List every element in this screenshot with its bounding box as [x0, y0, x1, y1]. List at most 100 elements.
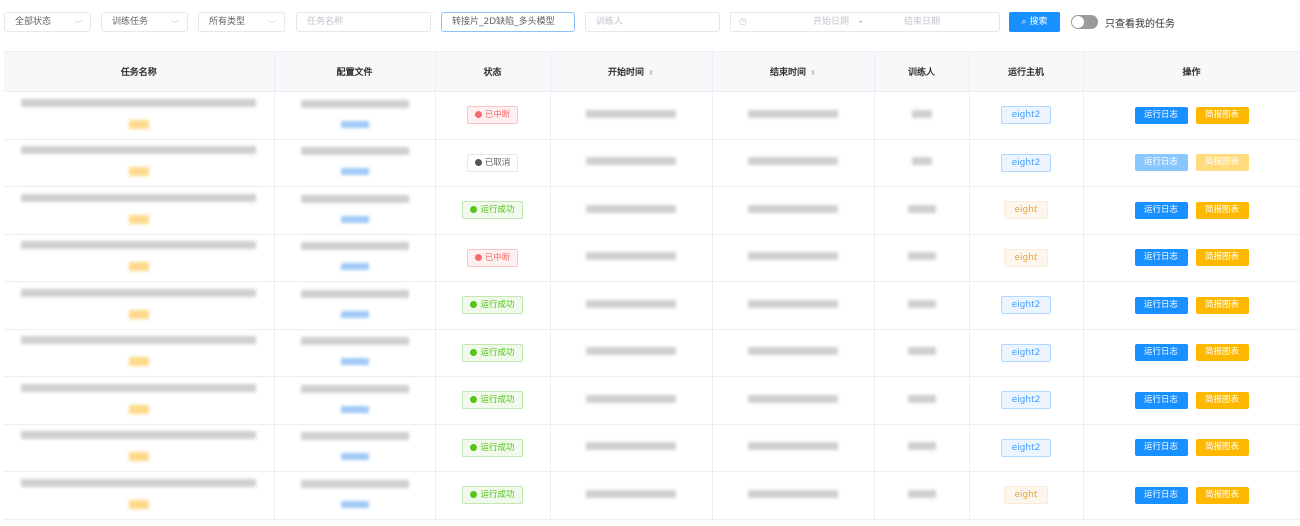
- end-date-input[interactable]: 结束日期: [904, 17, 941, 27]
- date-range-picker[interactable]: ◷ 开始日期 - 结束日期: [730, 12, 1000, 32]
- redacted-text: [21, 193, 257, 202]
- host-tag: eight2: [1000, 106, 1052, 125]
- redacted-text: [340, 500, 369, 508]
- redacted-text: [128, 214, 149, 224]
- sort-icon[interactable]: ⬍: [810, 69, 816, 77]
- redacted-text: [586, 489, 676, 498]
- run-log-button[interactable]: 运行日志: [1134, 344, 1188, 362]
- host-tag: eight2: [1000, 296, 1052, 315]
- status-cell: 运行成功: [435, 376, 551, 425]
- sort-icon[interactable]: ⬍: [648, 69, 654, 77]
- redacted-text: [340, 358, 369, 366]
- table-row: 运行成功 eight 运行日志 简报图表: [4, 471, 1300, 520]
- start-time-cell: [550, 471, 713, 520]
- host-cell: eight2: [969, 281, 1084, 330]
- model-input[interactable]: 转接片_2D缺陷_多头模型: [441, 12, 575, 32]
- column-header: 状态: [435, 51, 551, 92]
- redacted-text: [300, 384, 409, 393]
- actions-cell: 运行日志 简报图表: [1083, 329, 1300, 377]
- config-cell: [274, 91, 436, 140]
- start-date-input[interactable]: 开始日期: [813, 17, 850, 27]
- report-chart-button[interactable]: 简报图表: [1195, 201, 1249, 219]
- search-button[interactable]: ⌕ 搜索: [1009, 12, 1060, 32]
- table-row: 已取消 eight2 运行日志 简报图表: [4, 139, 1300, 187]
- redacted-text: [21, 146, 257, 155]
- task-name-cell: [4, 329, 275, 377]
- end-time-cell: [712, 234, 875, 282]
- filter-bar: 全部状态 ﹀ 训练任务 ﹀ 所有类型 ﹀ 任务名称 转接片_2D缺陷_多头模型 训练人…: [0, 12, 1300, 32]
- status-select[interactable]: 全部状态 ﹀: [4, 12, 91, 32]
- task-name-cell: [4, 139, 275, 187]
- task-kind-select[interactable]: 训练任务 ﹀: [101, 12, 188, 32]
- redacted-text: [128, 167, 149, 177]
- trainer-cell: [874, 139, 970, 187]
- end-time-cell: [712, 329, 875, 377]
- trainer-cell: [874, 186, 970, 235]
- start-time-cell: [550, 186, 713, 235]
- status-icon: [474, 253, 482, 261]
- actions-cell: 运行日志 简报图表: [1083, 139, 1300, 187]
- run-log-button[interactable]: 运行日志: [1134, 201, 1188, 219]
- config-cell: [274, 139, 436, 187]
- report-chart-button[interactable]: 简报图表: [1195, 249, 1249, 267]
- redacted-text: [586, 204, 676, 213]
- table-row: 已中断 eight2 运行日志 简报图表: [4, 91, 1300, 140]
- config-cell: [274, 186, 436, 235]
- redacted-text: [21, 98, 257, 107]
- task-name-cell: [4, 234, 275, 282]
- status-cell: 运行成功: [435, 329, 551, 377]
- column-header[interactable]: 结束时间 ⬍: [712, 51, 875, 92]
- report-chart-button[interactable]: 简报图表: [1195, 344, 1249, 362]
- redacted-text: [340, 405, 369, 413]
- actions-cell: 运行日志 简报图表: [1083, 471, 1300, 520]
- table-row: 运行成功 eight2 运行日志 简报图表: [4, 424, 1300, 472]
- redacted-text: [907, 442, 936, 451]
- report-chart-button[interactable]: 简报图表: [1195, 154, 1249, 172]
- redacted-text: [21, 336, 257, 345]
- report-chart-button[interactable]: 简报图表: [1195, 296, 1249, 314]
- config-cell: [274, 471, 436, 520]
- status-cell: 运行成功: [435, 281, 551, 330]
- run-log-button[interactable]: 运行日志: [1134, 486, 1188, 504]
- host-tag: eight: [1003, 201, 1049, 220]
- host-tag: eight2: [1000, 391, 1052, 410]
- report-chart-button[interactable]: 简报图表: [1195, 486, 1249, 504]
- table-row: 运行成功 eight 运行日志 简报图表: [4, 186, 1300, 235]
- redacted-text: [586, 442, 676, 451]
- status-badge: 运行成功: [462, 438, 523, 457]
- redacted-text: [128, 357, 149, 367]
- task-name-cell: [4, 186, 275, 235]
- trainer-cell: [874, 329, 970, 377]
- run-log-button[interactable]: 运行日志: [1134, 391, 1188, 409]
- run-log-button[interactable]: 运行日志: [1134, 249, 1188, 267]
- redacted-text: [340, 263, 369, 271]
- run-log-button[interactable]: 运行日志: [1134, 106, 1188, 124]
- search-icon: ⌕: [1021, 17, 1027, 27]
- trainer-input[interactable]: 训练人: [585, 12, 720, 32]
- redacted-text: [586, 394, 676, 403]
- host-tag: eight2: [1000, 438, 1052, 457]
- start-time-cell: [550, 234, 713, 282]
- run-log-button[interactable]: 运行日志: [1134, 154, 1188, 172]
- column-header[interactable]: 开始时间 ⬍: [550, 51, 713, 92]
- trainer-cell: [874, 281, 970, 330]
- report-chart-button[interactable]: 简报图表: [1195, 439, 1249, 457]
- redacted-text: [300, 289, 409, 298]
- report-chart-button[interactable]: 简报图表: [1195, 391, 1249, 409]
- redacted-text: [586, 157, 676, 166]
- type-select[interactable]: 所有类型 ﹀: [198, 12, 285, 32]
- redacted-text: [300, 99, 409, 108]
- column-header: 训练人: [874, 51, 970, 92]
- status-cell: 已中断: [435, 91, 551, 140]
- status-icon: [470, 491, 478, 499]
- redacted-text: [911, 109, 932, 118]
- redacted-text: [21, 241, 257, 250]
- only-mine-toggle[interactable]: [1071, 15, 1098, 29]
- redacted-text: [907, 299, 936, 308]
- report-chart-button[interactable]: 简报图表: [1195, 106, 1249, 124]
- run-log-button[interactable]: 运行日志: [1134, 296, 1188, 314]
- config-cell: [274, 281, 436, 330]
- trainer-cell: [874, 234, 970, 282]
- task-name-input[interactable]: 任务名称: [296, 12, 431, 32]
- run-log-button[interactable]: 运行日志: [1134, 439, 1188, 457]
